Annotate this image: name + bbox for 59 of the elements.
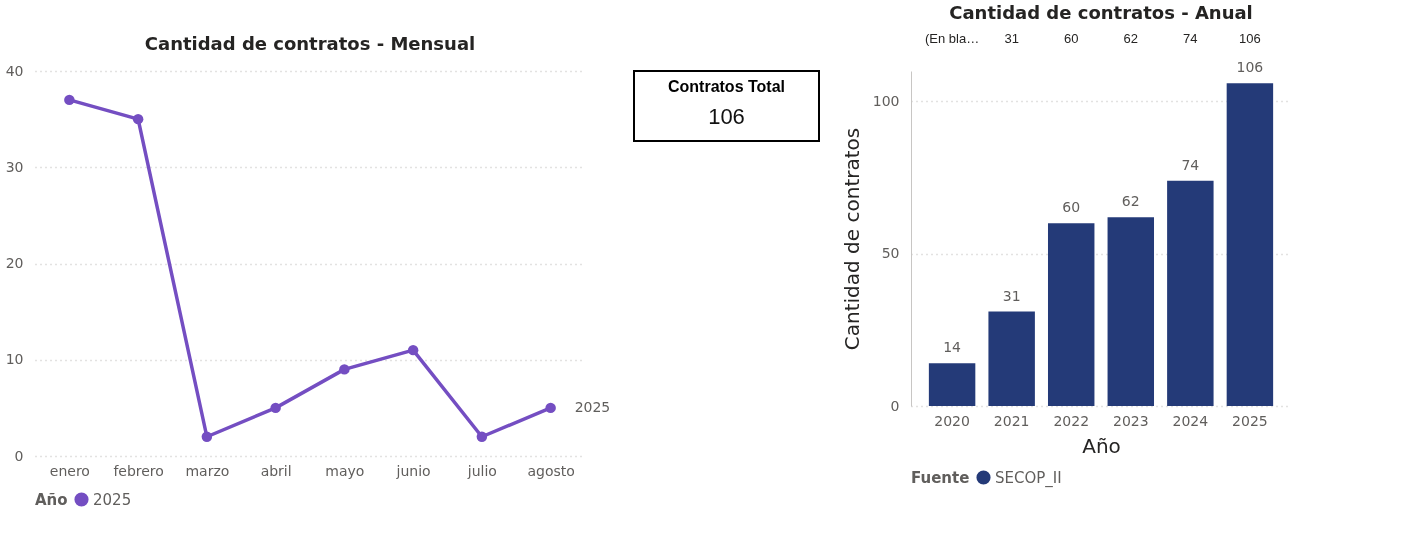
y-tick-label: 50	[881, 245, 900, 262]
data-label: 14	[943, 339, 962, 356]
x-tick-label: enero	[49, 462, 90, 479]
text: 2025	[574, 398, 611, 415]
x-tick-label: 2021	[993, 412, 1030, 429]
data-label: 62	[1121, 193, 1140, 210]
x-tick-label: agosto	[527, 462, 575, 479]
y-tick-label: 0	[890, 397, 900, 414]
legend-title: Fuente	[911, 469, 970, 487]
x-tick-label: febrero	[113, 462, 164, 479]
x-tick-label: 2025	[1232, 412, 1268, 429]
bar	[988, 311, 1035, 406]
bar	[1047, 223, 1095, 406]
y-tick-label: 100	[872, 92, 900, 109]
text: 62	[1123, 31, 1139, 46]
text: 106	[708, 104, 745, 129]
x-tick-label: marzo	[185, 462, 230, 479]
x-tick-label: 2020	[934, 412, 970, 429]
y-tick-label: 0	[14, 447, 24, 464]
text: 106	[1239, 31, 1261, 46]
y-axis-title: Cantidad de contratos	[839, 127, 864, 351]
x-tick-label: 2022	[1053, 412, 1090, 429]
x-tick-label: junio	[395, 462, 431, 479]
point	[407, 344, 419, 356]
point	[132, 113, 144, 125]
x-axis-title: Año	[1082, 433, 1121, 458]
bar	[1107, 217, 1155, 406]
text: (En bla…	[925, 31, 980, 46]
x-tick-label: 2024	[1172, 412, 1209, 429]
point	[64, 94, 75, 106]
x-tick-label: 2023	[1112, 412, 1149, 429]
chart-title: Cantidad de contratos - Mensual	[144, 33, 476, 54]
legend-label: SECOP_II	[995, 468, 1062, 488]
data-label: 74	[1181, 156, 1200, 173]
legend-title: Año	[35, 491, 68, 509]
data-label: 31	[1002, 287, 1021, 304]
chart-title: Cantidad de contratos - Anual	[949, 2, 1253, 23]
text: 60	[1063, 31, 1079, 46]
x-tick-label: mayo	[325, 462, 365, 479]
point	[476, 431, 488, 442]
y-tick-label: 30	[5, 158, 24, 175]
point	[270, 402, 281, 414]
data-label: 106	[1236, 59, 1264, 76]
bar	[1226, 83, 1274, 406]
y-tick-label: 40	[5, 62, 24, 79]
point	[201, 431, 213, 442]
point	[545, 402, 556, 414]
bar	[928, 363, 976, 406]
x-tick-label: julio	[466, 462, 497, 479]
point	[339, 364, 350, 375]
text: Contratos Total	[667, 78, 786, 95]
text: 31	[1004, 31, 1019, 46]
bar	[1167, 180, 1214, 406]
legend-label: 2025	[93, 490, 132, 509]
x-tick-label: abril	[260, 462, 292, 479]
data-label: 60	[1062, 199, 1081, 216]
y-tick-label: 20	[5, 255, 24, 271]
y-tick-label: 10	[5, 351, 24, 368]
text: 74	[1183, 31, 1198, 46]
